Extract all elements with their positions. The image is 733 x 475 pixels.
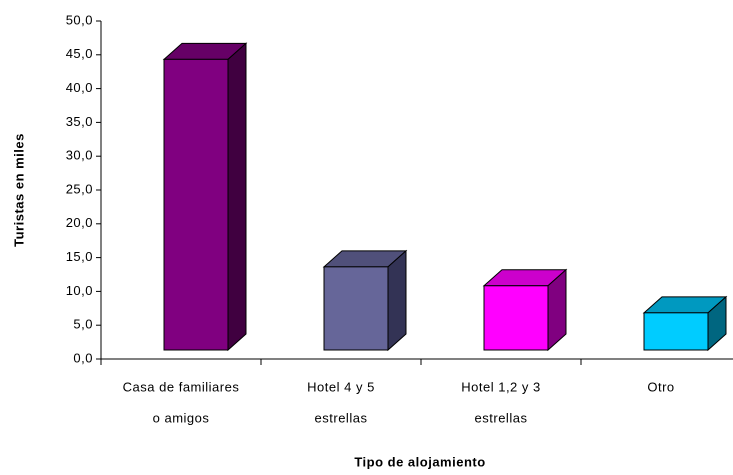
- y-tick-label: 35,0: [66, 114, 93, 129]
- y-axis-label: Turistas en miles: [11, 133, 26, 247]
- y-tick-label: 0,0: [73, 350, 93, 365]
- x-tick-label: Otro: [647, 379, 674, 394]
- x-tick-label: Casa de familiares: [123, 379, 240, 394]
- y-tick-label: 5,0: [73, 317, 93, 332]
- bar-side: [387, 249, 407, 352]
- x-tick-label: estrellas: [315, 410, 368, 425]
- y-tick-label: 50,0: [66, 12, 93, 27]
- y-tick-label: 20,0: [66, 215, 93, 230]
- y-tick-label: 15,0: [66, 249, 93, 264]
- x-tick-label: Hotel 1,2 y 3: [461, 379, 541, 394]
- x-axis-label: Tipo de alojamiento: [354, 454, 485, 469]
- bar: [163, 58, 229, 351]
- bar: [483, 285, 549, 351]
- y-tick-label: 40,0: [66, 80, 93, 95]
- bar-side: [227, 42, 247, 352]
- y-tick-label: 10,0: [66, 283, 93, 298]
- y-tick-label: 45,0: [66, 46, 93, 61]
- bar: [323, 266, 389, 351]
- x-tick-label: estrellas: [475, 410, 528, 425]
- y-tick-label: 30,0: [66, 148, 93, 163]
- x-tick-label: Hotel 4 y 5: [307, 379, 375, 394]
- bar: [643, 312, 709, 351]
- y-tick-label: 25,0: [66, 181, 93, 196]
- x-tick-label: o amigos: [153, 410, 210, 425]
